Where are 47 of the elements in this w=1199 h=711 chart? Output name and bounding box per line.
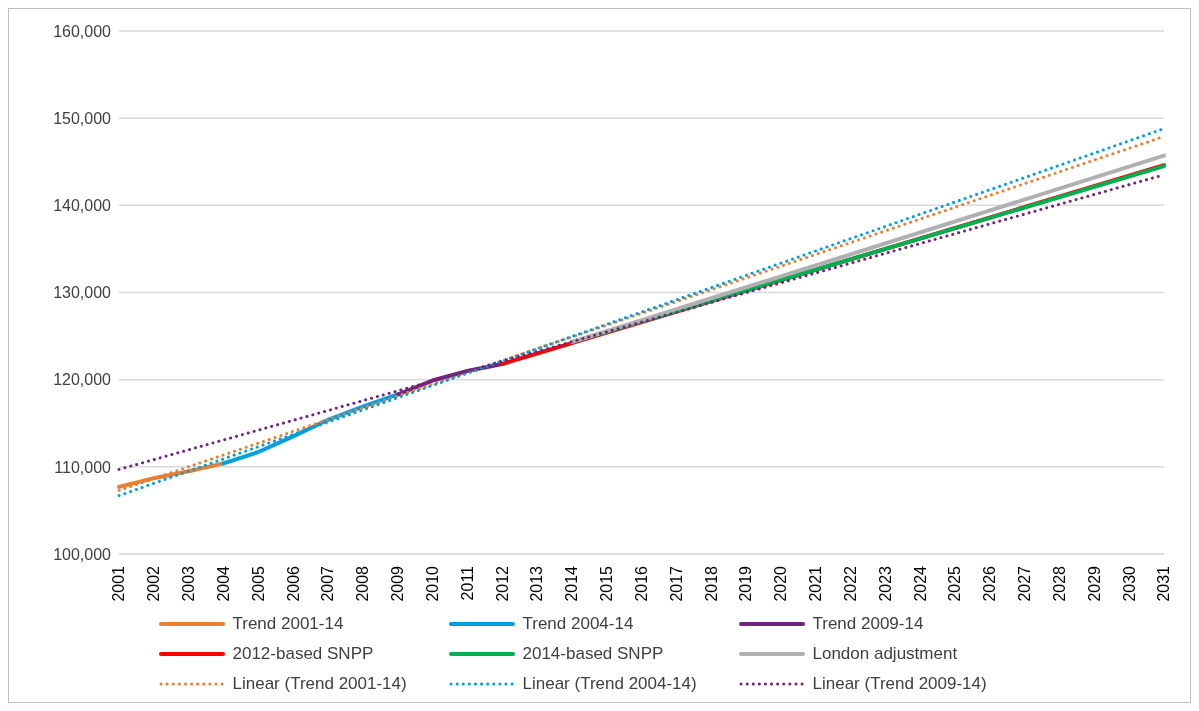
x-tick-label: 2004 (214, 565, 232, 602)
x-tick-label: 2016 (632, 565, 650, 602)
y-tick-label: 150,000 (53, 109, 112, 127)
y-tick-label: 120,000 (53, 371, 112, 389)
x-tick-label: 2010 (423, 565, 441, 602)
x-tick-label: 2029 (1085, 565, 1103, 602)
x-tick-label: 2031 (1155, 565, 1173, 602)
x-tick-label: 2011 (458, 565, 476, 601)
y-tick-label: 130,000 (53, 284, 112, 302)
legend-label: Linear (Trend 2009-14) (812, 674, 987, 694)
x-tick-label: 2028 (1050, 565, 1068, 602)
x-tick-label: 2006 (284, 565, 302, 602)
x-tick-label: 2013 (528, 565, 546, 602)
x-tick-label: 2008 (354, 565, 372, 602)
x-tick-label: 2020 (772, 565, 790, 602)
legend-label: London adjustment (812, 644, 958, 664)
y-tick-label: 140,000 (53, 197, 112, 215)
legend-label: Trend 2001-14 (232, 614, 344, 634)
x-tick-label: 2001 (110, 565, 128, 602)
x-tick-label: 2007 (319, 565, 337, 602)
x-tick-label: 2017 (667, 565, 685, 602)
x-tick-label: 2030 (1120, 565, 1138, 602)
x-tick-label: 2003 (180, 565, 198, 602)
y-tick-label: 110,000 (54, 458, 112, 476)
y-tick-label: 160,000 (53, 22, 112, 40)
legend-label: Trend 2004-14 (522, 614, 634, 634)
x-tick-label: 2021 (807, 565, 825, 602)
y-tick-label: 100,000 (53, 545, 112, 563)
x-tick-label: 2023 (876, 565, 894, 602)
x-tick-label: 2025 (946, 565, 964, 602)
legend-label: Linear (Trend 2001-14) (232, 674, 407, 694)
x-tick-label: 2019 (737, 565, 755, 602)
x-tick-label: 2024 (911, 565, 929, 602)
x-tick-label: 2014 (563, 565, 581, 602)
x-tick-label: 2022 (841, 565, 859, 602)
x-tick-label: 2002 (145, 565, 163, 602)
legend-label: Trend 2009-14 (812, 614, 924, 634)
x-tick-label: 2009 (389, 565, 407, 602)
x-tick-label: 2026 (981, 565, 999, 602)
x-tick-label: 2012 (493, 565, 511, 602)
legend-label: 2014-based SNPP (522, 644, 664, 664)
x-tick-label: 2015 (598, 565, 616, 602)
legend-label: Linear (Trend 2004-14) (522, 674, 697, 694)
x-tick-label: 2018 (702, 565, 720, 602)
x-tick-label: 2005 (249, 565, 267, 602)
legend-label: 2012-based SNPP (232, 644, 374, 664)
x-tick-label: 2027 (1016, 565, 1034, 602)
